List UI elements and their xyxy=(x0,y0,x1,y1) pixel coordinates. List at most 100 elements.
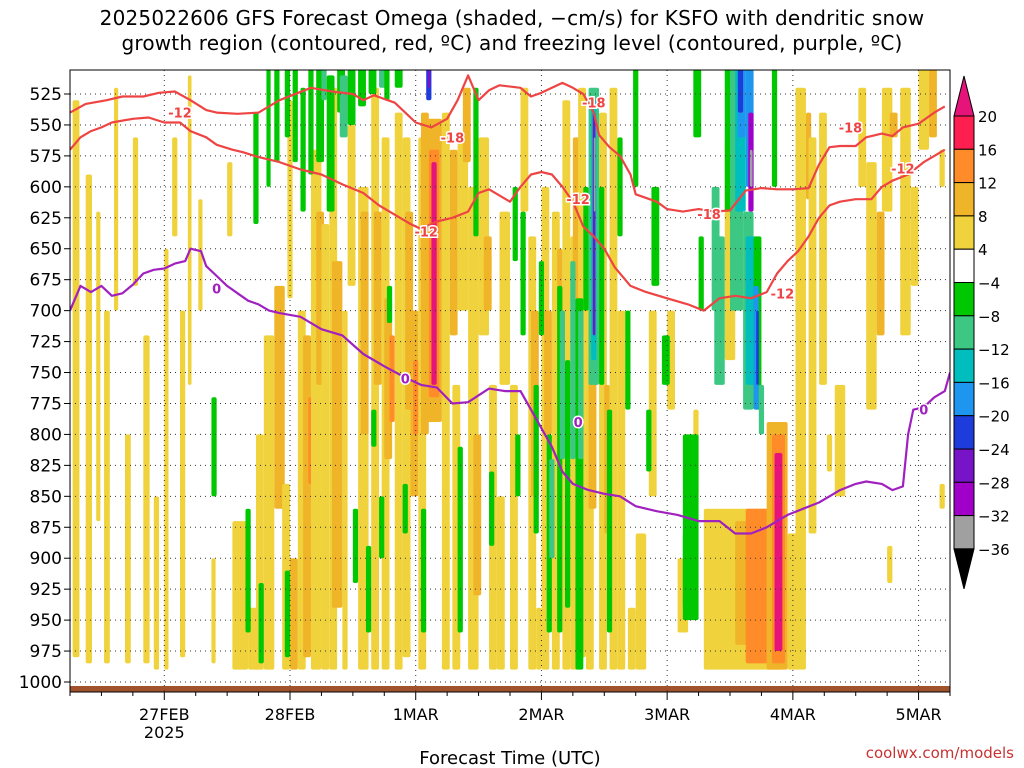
x-tick-label: 1MAR xyxy=(393,705,439,724)
omega-cell xyxy=(227,162,233,237)
omega-cell xyxy=(143,335,150,664)
colorbar-segment xyxy=(953,182,975,217)
omega-cell xyxy=(441,112,450,670)
omega-cell xyxy=(402,483,408,534)
omega-cell xyxy=(536,607,542,670)
dotted-grid xyxy=(70,70,950,692)
colorbar-label: 4 xyxy=(978,241,988,259)
omega-cell xyxy=(342,310,348,670)
colorbar-label: −8 xyxy=(978,308,1000,326)
omega-cell xyxy=(263,335,275,670)
omega-cell xyxy=(360,211,369,435)
omega-cell xyxy=(795,87,806,670)
omega-cell xyxy=(394,112,403,670)
y-tick-label: 600 xyxy=(30,178,62,198)
omega-cell xyxy=(900,87,911,336)
omega-cell xyxy=(413,360,419,435)
omega-cell xyxy=(394,70,403,88)
colorbar-label: −4 xyxy=(978,275,1000,293)
colorbar-segment xyxy=(953,481,975,517)
omega-cell xyxy=(266,70,271,187)
terrain-strip xyxy=(70,686,950,692)
y-tick-label: 725 xyxy=(30,333,62,353)
omega-cell xyxy=(737,70,744,113)
omega-cell xyxy=(483,236,492,311)
y-tick-label: 1000 xyxy=(19,673,62,693)
omega-cell xyxy=(866,162,877,410)
terrain-band xyxy=(70,686,950,692)
omega-cell xyxy=(512,186,518,262)
omega-cell xyxy=(667,310,675,410)
colorbar-label: −28 xyxy=(978,474,1010,492)
omega-cell xyxy=(389,335,395,423)
omega-cell xyxy=(104,310,110,664)
contour-label: -12 xyxy=(414,225,438,240)
omega-cell xyxy=(326,75,335,212)
contour-labels: -12 -18 -12 -18 -12 -18 -18 -12 -12 0 0 0 0 xyxy=(167,95,930,432)
omega-cell xyxy=(373,211,382,385)
omega-cell xyxy=(232,521,249,670)
omega-cell xyxy=(549,459,555,559)
omega-cell xyxy=(929,70,937,138)
isotherm-minus12-contour xyxy=(70,116,946,312)
omega-cell xyxy=(633,70,639,187)
omega-cell xyxy=(578,310,584,460)
omega-cell xyxy=(303,335,311,658)
omega-cell xyxy=(889,112,898,138)
omega-cell xyxy=(520,211,526,336)
colorbar-segment xyxy=(953,215,975,250)
omega-cell xyxy=(321,70,327,101)
omega-cell xyxy=(368,70,377,94)
omega-cell xyxy=(559,310,565,460)
omega-cell xyxy=(468,186,479,670)
omega-shading xyxy=(72,70,945,670)
omega-cell xyxy=(876,211,885,336)
y-tick-label: 525 xyxy=(30,85,62,105)
colorbar-segment xyxy=(953,415,975,450)
omega-cell xyxy=(635,533,647,670)
omega-cell xyxy=(164,248,169,670)
colorbar-segment xyxy=(953,381,975,417)
omega-cell xyxy=(172,137,178,237)
omega-cell xyxy=(427,70,431,88)
chart-title-line2: growth region (contoured, red, ºC) and f… xyxy=(121,31,903,55)
y-tick-label: 575 xyxy=(30,147,62,167)
omega-cell xyxy=(379,496,385,559)
omega-cell xyxy=(347,124,356,286)
colorbar-label: −12 xyxy=(978,341,1010,359)
omega-cell xyxy=(132,137,139,286)
omega-cell xyxy=(449,149,458,336)
colorbar-label: −36 xyxy=(978,541,1010,559)
omega-cell xyxy=(858,87,867,187)
omega-cell xyxy=(365,545,372,633)
x-tick-sublabel: 2025 xyxy=(144,723,185,742)
omega-cell xyxy=(887,545,893,583)
omega-cell xyxy=(808,137,817,534)
omega-cell xyxy=(910,186,919,286)
omega-cell xyxy=(431,162,437,385)
omega-cell xyxy=(347,70,356,125)
y-tick-label: 925 xyxy=(30,580,62,600)
omega-cell xyxy=(198,199,203,311)
omega-cell xyxy=(258,582,264,664)
omega-cell xyxy=(352,508,359,583)
contour-label: 0 xyxy=(574,416,583,431)
omega-cell xyxy=(819,112,827,385)
omega-cell xyxy=(308,70,314,175)
colorbar-segment xyxy=(953,248,975,283)
omega-cell xyxy=(698,236,704,311)
omega-cell xyxy=(918,70,930,150)
colorbar-segment xyxy=(953,115,975,150)
omega-cell xyxy=(758,384,765,435)
contour-label: -12 xyxy=(168,107,192,122)
y-tick-label: 825 xyxy=(30,456,62,476)
omega-cell xyxy=(489,471,495,546)
y-tick-label: 750 xyxy=(30,364,62,384)
x-tick-label: 5MAR xyxy=(896,705,942,724)
omega-cell xyxy=(756,310,759,385)
omega-cell xyxy=(693,70,702,138)
omega-cell xyxy=(420,508,427,633)
y-tick-label: 875 xyxy=(30,518,62,538)
omega-cell xyxy=(300,87,306,212)
contour-lines xyxy=(70,74,950,535)
